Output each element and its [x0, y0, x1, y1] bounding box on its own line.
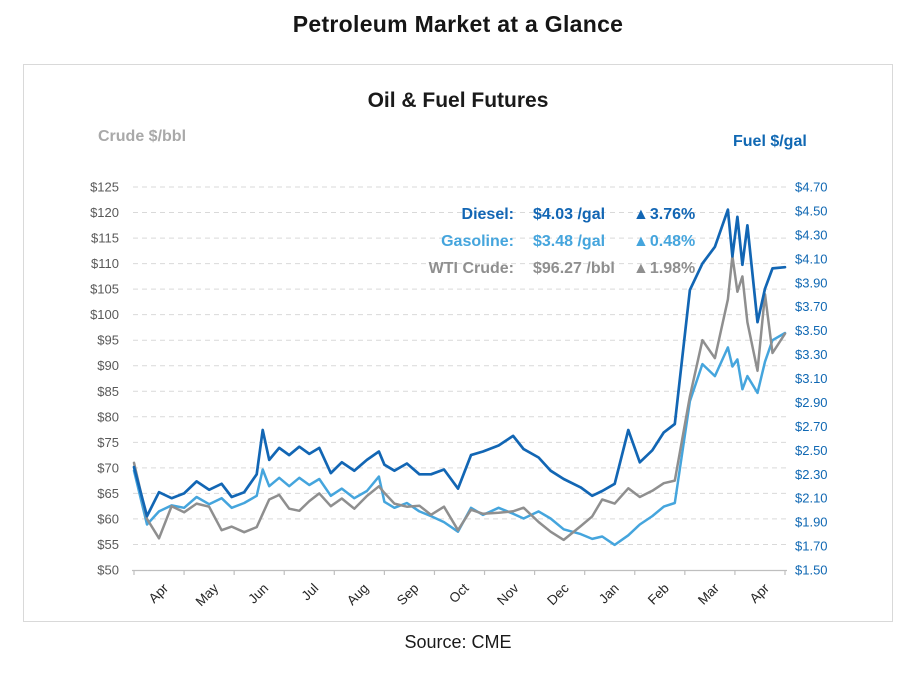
y-axis-label-right: $3.70: [795, 299, 828, 314]
x-axis-label: Feb: [645, 581, 672, 608]
x-axis-label: Apr: [146, 580, 172, 606]
x-axis-label: Jun: [245, 581, 271, 607]
y-axis-label-right: $3.10: [795, 371, 828, 386]
legend-series-change: ▲0.48%: [631, 228, 695, 255]
x-axis-label: Jan: [596, 581, 622, 607]
x-axis-label: Sep: [394, 581, 422, 609]
y-axis-label-right: $3.90: [795, 275, 828, 290]
legend-series-change: ▲1.98%: [631, 255, 695, 282]
up-triangle-icon: ▲: [633, 260, 649, 277]
y-axis-label-right: $2.30: [795, 467, 828, 482]
x-axis-label: Aug: [344, 581, 372, 609]
y-axis-label-left: $65: [97, 486, 119, 501]
legend-change-pct: 1.98%: [649, 260, 696, 277]
legend-series-name: WTI Crude:: [428, 260, 514, 277]
y-axis-label-left: $55: [97, 537, 119, 552]
chart-card: Oil & Fuel Futures Crude $/bbl Fuel $/ga…: [23, 64, 893, 622]
y-axis-label-right: $4.70: [795, 180, 828, 195]
x-axis-label: May: [193, 580, 222, 609]
source-caption: Source: CME: [404, 632, 512, 652]
legend-row-wti-crude: WTI Crude: $96.27 /bbl ▲1.98%: [384, 255, 696, 282]
series-line-diesel: [132, 208, 787, 518]
chart-title: Oil & Fuel Futures: [367, 89, 549, 112]
y-axis-label-left: $100: [90, 307, 119, 322]
legend-change-pct: 0.48%: [649, 233, 696, 250]
y-axis-label-right: $3.30: [795, 347, 828, 362]
up-triangle-icon: ▲: [633, 233, 649, 250]
y-axis-label-right: $1.90: [795, 515, 828, 530]
y-axis-label-right: $4.10: [795, 251, 828, 266]
y-axis-label-left: $110: [91, 256, 119, 271]
legend-series-value: $3.48 /gal: [533, 233, 606, 250]
x-axis-label: Dec: [544, 580, 572, 608]
x-axis-label: Oct: [446, 580, 472, 606]
left-axis-title: Crude $/bbl: [98, 128, 187, 145]
y-axis-label-left: $115: [91, 231, 119, 246]
chart-legend: Diesel: $4.03 /gal ▲3.76% Gasoline: $3.4…: [384, 201, 696, 282]
y-axis-label-right: $2.90: [795, 395, 828, 410]
y-axis-label-left: $60: [97, 511, 119, 526]
right-axis-title: Fuel $/gal: [733, 133, 807, 150]
legend-series-value: $96.27 /bbl: [533, 260, 615, 277]
y-axis-label-left: $105: [90, 282, 119, 297]
legend-series-value: $4.03 /gal: [533, 206, 606, 223]
y-axis-label-left: $85: [97, 384, 119, 399]
legend-series-name: Diesel:: [461, 206, 514, 223]
y-axis-label-right: $2.50: [795, 443, 828, 458]
x-axis-label: Jul: [299, 581, 322, 604]
y-axis-label-left: $125: [90, 180, 119, 195]
y-axis-label-left: $75: [97, 435, 119, 450]
y-axis-label-left: $95: [97, 333, 119, 348]
series-line-wti-crude: [132, 254, 787, 542]
y-axis-label-right: $1.70: [795, 539, 828, 554]
legend-series-change: ▲3.76%: [631, 201, 695, 228]
y-axis-label-left: $70: [97, 460, 119, 475]
y-axis-label-right: $2.70: [795, 419, 828, 434]
legend-series-name: Gasoline:: [441, 233, 514, 250]
up-triangle-icon: ▲: [633, 206, 649, 223]
y-axis-label-left: $50: [97, 563, 119, 578]
x-axis-label: Nov: [494, 580, 522, 608]
y-axis-label-right: $1.50: [795, 563, 828, 578]
chart-plot-area: $125 $120 $115 $110 $105 $100 $95 $90 $85 $80 $75 $…: [90, 180, 828, 610]
page-title: Petroleum Market at a Glance: [292, 11, 624, 37]
legend-row-diesel: Diesel: $4.03 /gal ▲3.76%: [384, 201, 696, 228]
y-axis-label-right: $4.30: [795, 227, 828, 242]
y-axis-label-right: $2.10: [795, 491, 828, 506]
y-axis-label-right: $4.50: [795, 203, 828, 218]
y-axis-label-right: $3.50: [795, 323, 828, 338]
y-axis-label-left: $80: [97, 409, 119, 424]
legend-change-pct: 3.76%: [649, 206, 696, 223]
y-axis-label-left: $90: [97, 358, 119, 373]
series-line-gasoline: [132, 331, 787, 547]
x-axis-label: Mar: [695, 580, 722, 607]
x-axis-label: Apr: [747, 580, 773, 606]
legend-row-gasoline: Gasoline: $3.48 /gal ▲0.48%: [384, 228, 695, 255]
y-axis-label-left: $120: [90, 205, 119, 220]
